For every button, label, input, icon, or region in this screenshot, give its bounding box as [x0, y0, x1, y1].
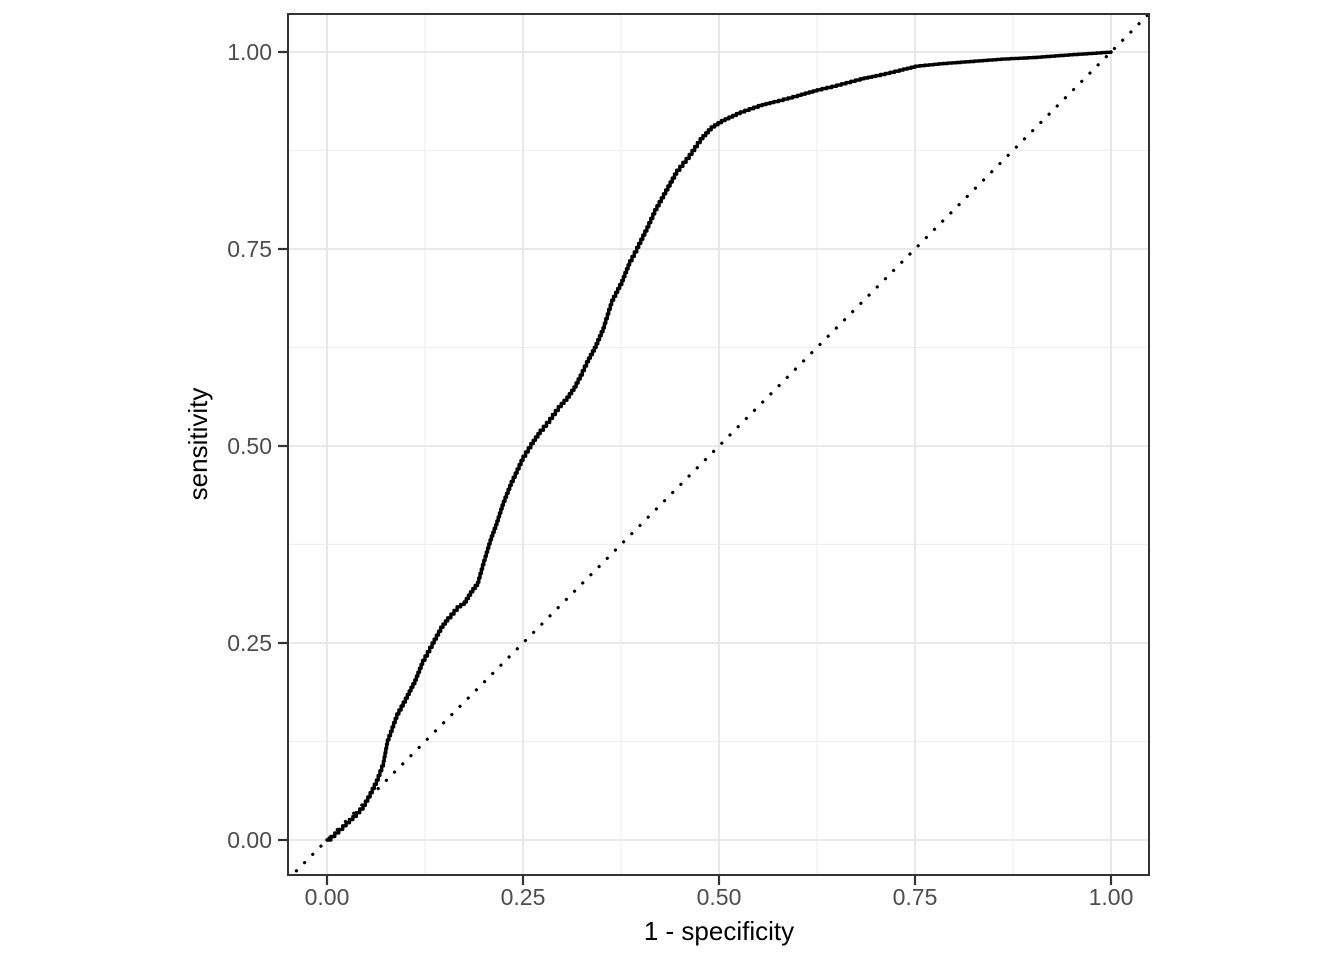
chance-diagonal-line	[289, 14, 1149, 875]
y-tick-label-1: 0.25	[227, 630, 272, 656]
x-tick-label-4: 1.00	[1089, 884, 1134, 910]
x-axis-tick-labels: 0.00 0.25 0.50 0.75 1.00	[305, 884, 1134, 910]
x-tick-label-1: 0.25	[501, 884, 546, 910]
x-axis-title: 1 - specificity	[644, 916, 794, 946]
y-tick-label-4: 1.00	[227, 39, 272, 65]
x-axis-ticks	[325, 876, 1113, 885]
roc-curve-line	[325, 50, 1113, 842]
x-tick-label-2: 0.50	[697, 884, 742, 910]
major-gridlines	[288, 14, 1149, 875]
panel-border	[287, 13, 1150, 876]
y-tick-label-2: 0.50	[227, 433, 272, 459]
y-axis-title: sensitivity	[183, 388, 213, 501]
y-axis-tick-labels: 0.00 0.25 0.50 0.75 1.00	[227, 39, 272, 853]
y-tick-label-3: 0.75	[227, 236, 272, 262]
plot-series-layer	[289, 14, 1149, 875]
y-axis-ticks	[278, 50, 287, 842]
x-tick-label-0: 0.00	[305, 884, 350, 910]
y-tick-label-0: 0.00	[227, 827, 272, 853]
x-tick-label-3: 0.75	[893, 884, 938, 910]
